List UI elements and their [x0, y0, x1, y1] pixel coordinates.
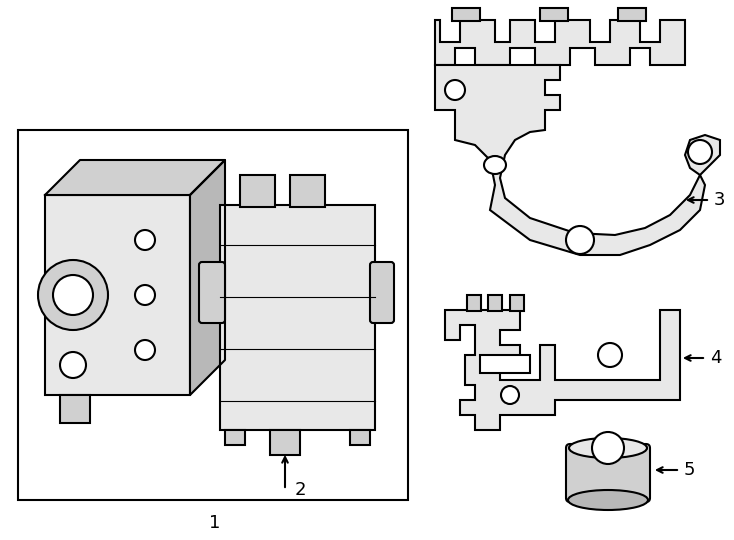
Bar — [618, 8, 646, 21]
Bar — [452, 8, 480, 21]
Circle shape — [38, 260, 108, 330]
Bar — [270, 430, 300, 455]
FancyBboxPatch shape — [370, 262, 394, 323]
Polygon shape — [435, 65, 705, 255]
Text: 3: 3 — [714, 191, 725, 209]
Polygon shape — [685, 135, 720, 175]
Ellipse shape — [569, 438, 647, 458]
Circle shape — [135, 340, 155, 360]
Circle shape — [445, 80, 465, 100]
FancyBboxPatch shape — [199, 262, 225, 323]
Text: 4: 4 — [710, 349, 722, 367]
Bar — [18, 130, 408, 500]
Circle shape — [135, 285, 155, 305]
Bar — [350, 430, 370, 445]
Circle shape — [501, 386, 519, 404]
Text: 2: 2 — [295, 481, 307, 499]
Circle shape — [53, 275, 93, 315]
Bar — [510, 295, 524, 311]
Bar — [240, 175, 275, 207]
Circle shape — [566, 226, 594, 254]
Circle shape — [135, 230, 155, 250]
Bar — [540, 8, 568, 21]
Bar — [488, 295, 502, 311]
Bar — [480, 355, 530, 373]
Text: 1: 1 — [209, 514, 221, 532]
Ellipse shape — [484, 156, 506, 174]
Bar — [225, 430, 245, 445]
Bar — [220, 205, 375, 430]
Text: 5: 5 — [684, 461, 696, 479]
Polygon shape — [445, 310, 680, 430]
Bar — [290, 175, 325, 207]
Polygon shape — [45, 160, 225, 195]
Circle shape — [598, 343, 622, 367]
Polygon shape — [190, 160, 225, 395]
Polygon shape — [435, 20, 685, 65]
Ellipse shape — [568, 490, 648, 510]
Bar — [45, 195, 190, 395]
FancyBboxPatch shape — [566, 444, 650, 502]
Circle shape — [688, 140, 712, 164]
Circle shape — [592, 432, 624, 464]
Bar — [60, 395, 90, 423]
Circle shape — [60, 352, 86, 378]
Bar — [467, 295, 481, 311]
